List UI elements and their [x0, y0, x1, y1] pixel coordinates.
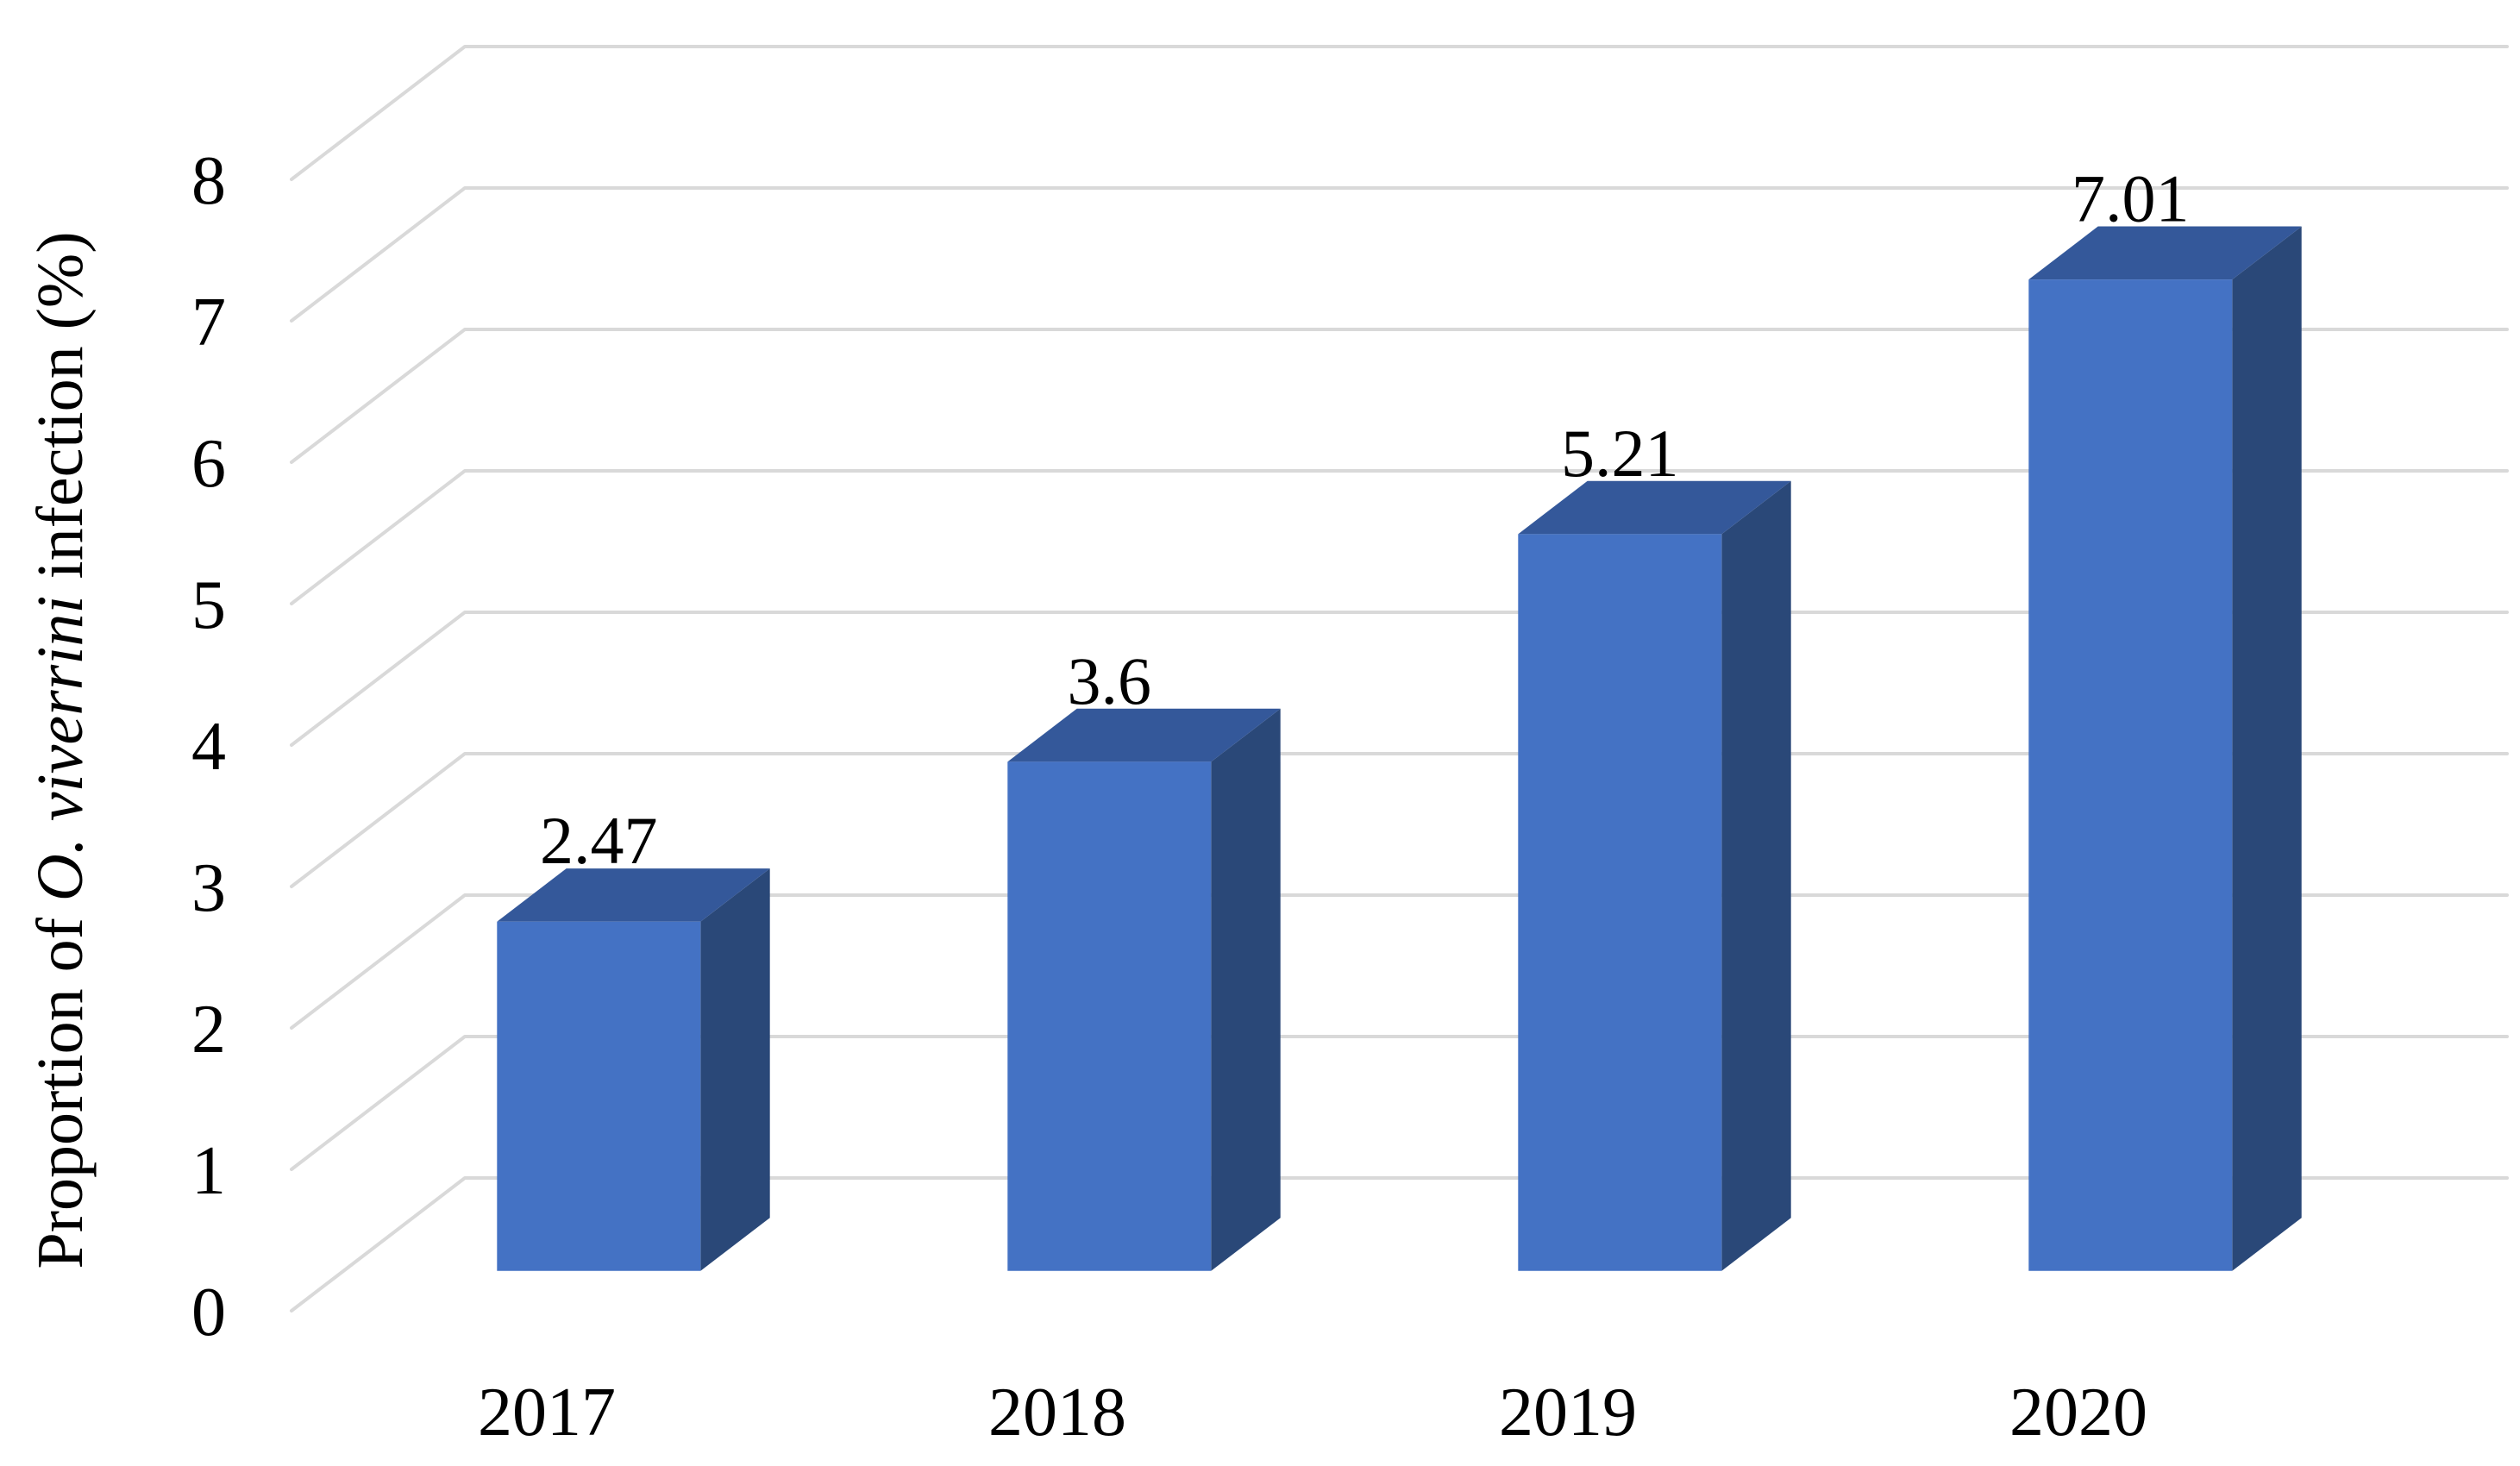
bar-2020-side-face — [2232, 226, 2302, 1271]
y-axis-tick-labels-group: 0 1 2 3 4 5 6 7 8 — [191, 143, 226, 1350]
gridline-7 — [290, 186, 2509, 323]
bar-2018-side-face — [1211, 708, 1281, 1271]
bars-group — [497, 226, 2302, 1271]
y-tick-label-7: 7 — [191, 285, 226, 360]
bar-2020 — [2028, 226, 2302, 1271]
bar-2018-front-face — [1007, 761, 1212, 1271]
gridline-4 — [290, 611, 2509, 747]
bar-2019-side-face — [1721, 480, 1791, 1271]
x-tick-label-2020: 2020 — [2009, 1375, 2147, 1450]
bar-2017-top-face — [497, 868, 770, 922]
gridline-6 — [290, 328, 2509, 464]
data-label-2018: 3.6 — [1068, 643, 1152, 718]
y-axis-title-part-2: infection (%) — [24, 231, 97, 595]
y-tick-label-0: 0 — [191, 1275, 226, 1350]
y-axis-title-part-0: Proportion of — [24, 901, 97, 1269]
gridline-3 — [290, 752, 2509, 888]
data-label-2020: 7.01 — [2072, 161, 2190, 236]
gridline-0 — [290, 1176, 2509, 1313]
x-tick-label-2018: 2018 — [988, 1375, 1126, 1450]
y-axis-title: Proportion of O. viverrini infection (%) — [24, 231, 97, 1269]
y-tick-label-6: 6 — [191, 426, 226, 502]
bar-2019 — [1518, 480, 1791, 1271]
bar-2017 — [497, 868, 770, 1271]
gridline-1 — [290, 1035, 2509, 1171]
bar-2019-front-face — [1518, 534, 1722, 1271]
x-tick-label-2019: 2019 — [1499, 1375, 1637, 1450]
data-labels-group: 2.47 3.6 5.21 7.01 — [540, 161, 2190, 879]
gridline-5 — [290, 469, 2509, 605]
bar-2020-top-face — [2028, 226, 2302, 280]
data-label-2017: 2.47 — [540, 803, 658, 878]
gridlines-group — [290, 45, 2509, 1313]
data-label-2019: 5.21 — [1561, 416, 1679, 491]
x-tick-label-2017: 2017 — [478, 1375, 616, 1450]
bar-2020-front-face — [2028, 279, 2233, 1271]
y-tick-label-1: 1 — [191, 1133, 226, 1209]
y-tick-label-8: 8 — [191, 143, 226, 219]
bar-2018-top-face — [1007, 708, 1281, 762]
y-axis-title-part-1: O. viverrini — [24, 596, 97, 902]
y-tick-label-2: 2 — [191, 992, 226, 1068]
gridline-8 — [290, 45, 2509, 181]
bar-2018 — [1007, 708, 1281, 1271]
y-tick-label-4: 4 — [191, 709, 226, 785]
bar-2017-side-face — [700, 868, 770, 1271]
bar-2017-front-face — [497, 921, 701, 1271]
bar-2019-top-face — [1518, 480, 1791, 535]
x-axis-tick-labels-group: 2017 2018 2019 2020 — [478, 1375, 2147, 1450]
y-tick-label-3: 3 — [191, 850, 226, 926]
y-tick-label-5: 5 — [191, 567, 226, 643]
gridline-2 — [290, 893, 2509, 1030]
